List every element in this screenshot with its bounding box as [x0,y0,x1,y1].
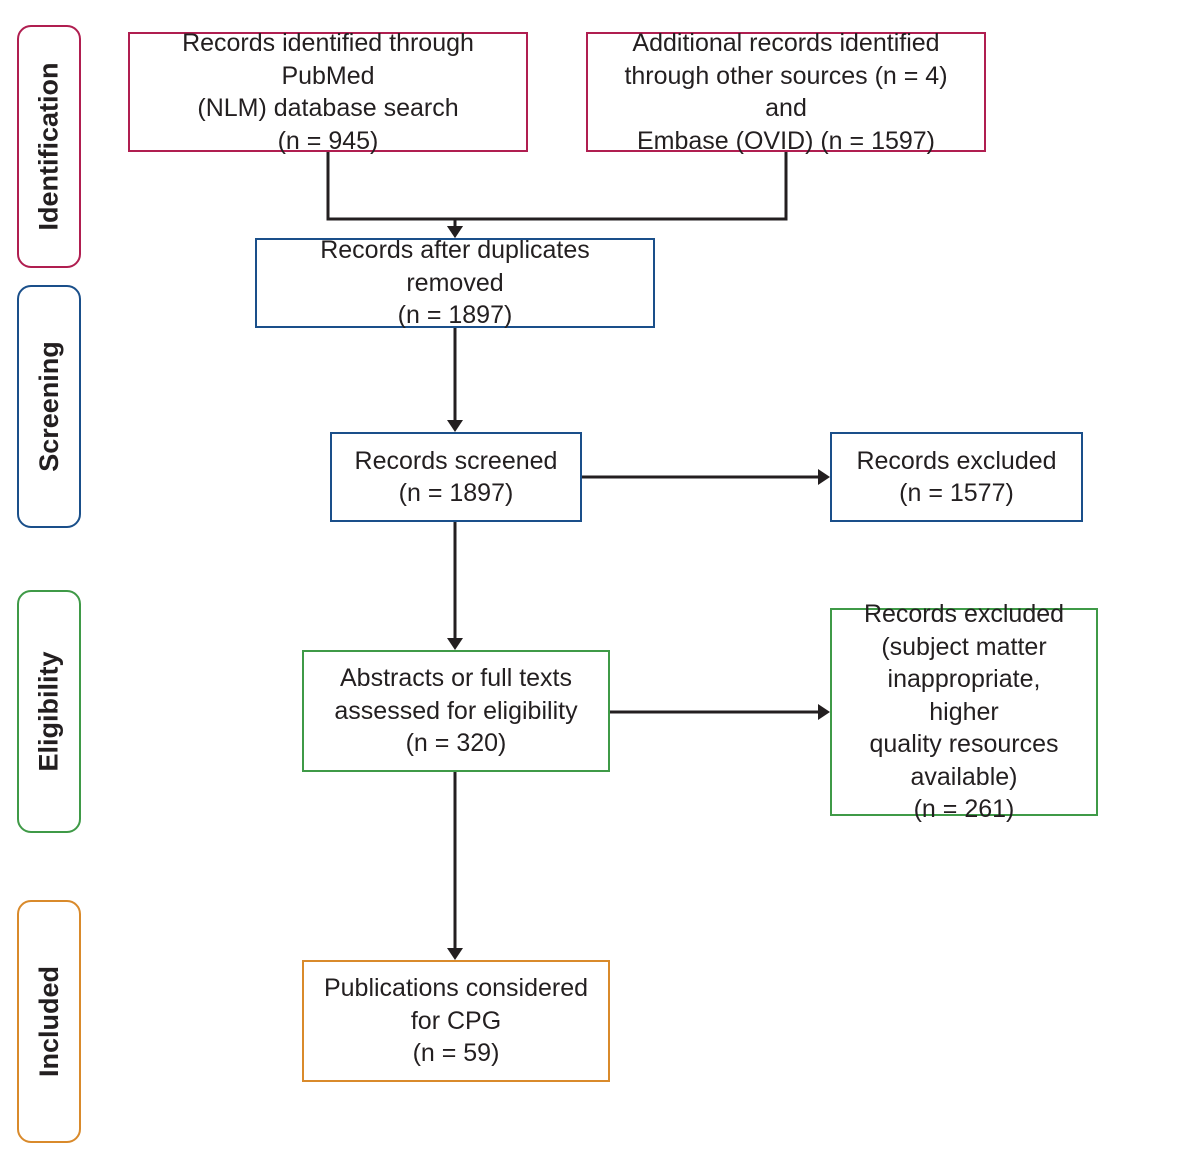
node-line: Records after duplicates removed [275,234,635,299]
node-line: through other sources (n = 4) and [606,60,966,125]
node-line: (n = 59) [413,1037,500,1070]
node-line: Embase (OVID) (n = 1597) [637,125,935,158]
node-deduplicated: Records after duplicates removed(n = 189… [255,238,655,328]
node-excluded-screening: Records excluded(n = 1577) [830,432,1083,522]
stage-label-text: Identification [34,63,65,231]
node-line: Records excluded [864,598,1064,631]
node-line: inappropriate, higher [850,663,1078,728]
node-source-pubmed: Records identified through PubMed(NLM) d… [128,32,528,152]
node-line: Abstracts or full texts [340,662,572,695]
node-excluded-eligibility: Records excluded(subject matterinappropr… [830,608,1098,816]
stage-label-text: Eligibility [34,651,65,771]
node-screened: Records screened(n = 1897) [330,432,582,522]
node-line: (n = 320) [406,727,507,760]
node-source-other: Additional records identifiedthrough oth… [586,32,986,152]
node-line: (NLM) database search [197,92,458,125]
node-line: (n = 261) [914,793,1015,826]
node-line: (n = 945) [278,125,379,158]
node-line: (n = 1897) [398,299,513,332]
node-line: Additional records identified [632,27,939,60]
stage-eligibility: Eligibility [17,590,81,833]
stage-included: Included [17,900,81,1143]
node-line: Records excluded [856,445,1056,478]
stage-identification: Identification [17,25,81,268]
stage-label-text: Included [34,966,65,1077]
node-line: Publications considered [324,972,588,1005]
node-eligible: Abstracts or full textsassessed for elig… [302,650,610,772]
node-line: (subject matter [881,631,1046,664]
node-line: (n = 1577) [899,477,1014,510]
node-line: (n = 1897) [399,477,514,510]
node-included-publications: Publications consideredfor CPG(n = 59) [302,960,610,1082]
node-line: quality resources [870,728,1059,761]
stage-label-text: Screening [34,341,65,472]
node-line: available) [910,761,1017,794]
stage-screening: Screening [17,285,81,528]
node-line: Records identified through PubMed [148,27,508,92]
node-line: Records screened [355,445,558,478]
node-line: for CPG [411,1005,501,1038]
node-line: assessed for eligibility [334,695,577,728]
